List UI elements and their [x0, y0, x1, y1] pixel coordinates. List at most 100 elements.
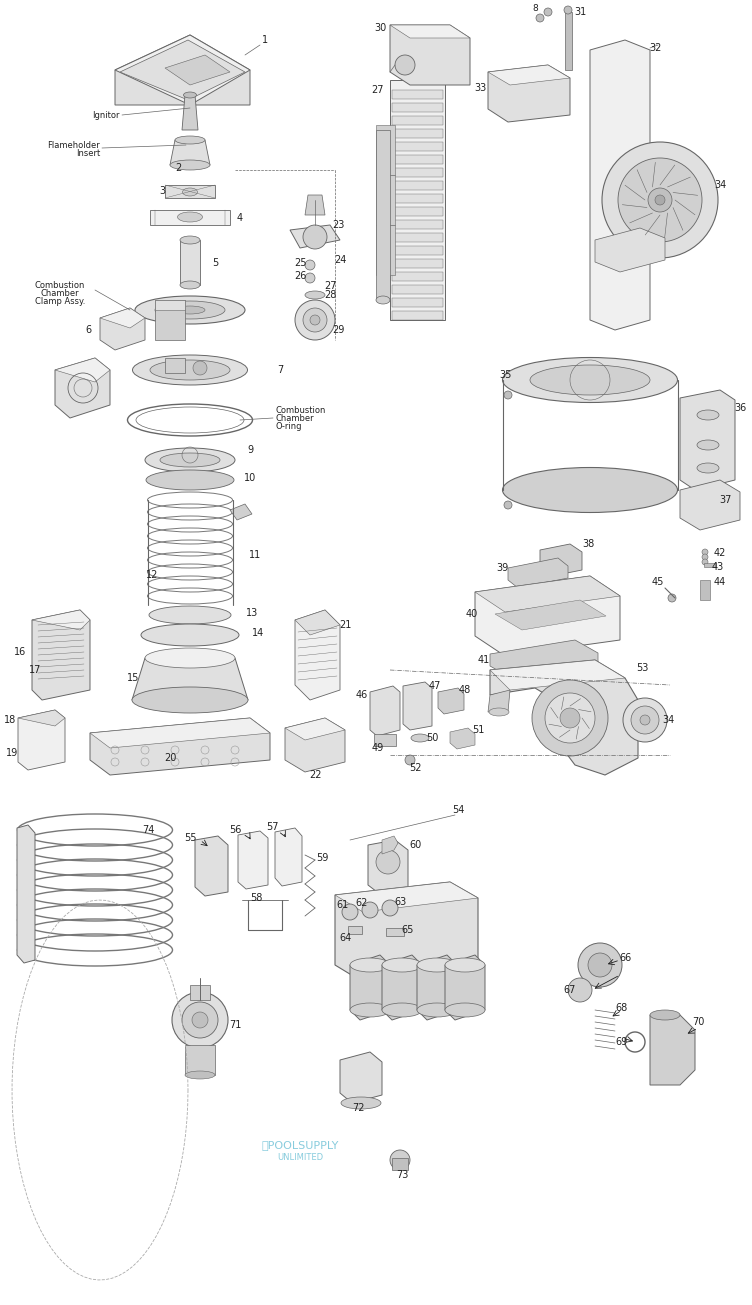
Text: 24: 24 — [334, 254, 346, 265]
Circle shape — [390, 1150, 410, 1171]
Text: 69: 69 — [616, 1037, 628, 1047]
Polygon shape — [540, 544, 582, 576]
Polygon shape — [595, 228, 665, 271]
Circle shape — [310, 315, 320, 325]
Polygon shape — [392, 181, 443, 191]
Polygon shape — [488, 690, 510, 713]
Ellipse shape — [155, 301, 225, 318]
Polygon shape — [132, 658, 248, 699]
Text: 27: 27 — [371, 85, 384, 95]
Polygon shape — [392, 168, 443, 177]
Polygon shape — [295, 609, 340, 699]
Polygon shape — [392, 311, 443, 320]
Ellipse shape — [411, 733, 429, 743]
Text: 10: 10 — [244, 472, 256, 483]
Polygon shape — [115, 35, 250, 104]
Text: 5: 5 — [212, 258, 218, 268]
Text: 38: 38 — [582, 539, 594, 549]
Ellipse shape — [150, 360, 230, 380]
Ellipse shape — [132, 686, 248, 713]
Polygon shape — [290, 224, 340, 248]
Polygon shape — [488, 65, 570, 85]
Polygon shape — [392, 1158, 408, 1171]
Circle shape — [623, 698, 667, 743]
Circle shape — [544, 8, 552, 16]
Text: Insert: Insert — [76, 149, 100, 158]
Polygon shape — [438, 688, 464, 714]
Polygon shape — [170, 140, 210, 164]
Circle shape — [172, 992, 228, 1048]
Polygon shape — [392, 116, 443, 125]
Text: 9: 9 — [247, 445, 253, 455]
Ellipse shape — [417, 1004, 457, 1017]
Text: 42: 42 — [714, 548, 726, 559]
Text: 54: 54 — [452, 805, 464, 816]
Ellipse shape — [445, 958, 485, 972]
Polygon shape — [55, 358, 110, 418]
Polygon shape — [392, 155, 443, 164]
Polygon shape — [55, 358, 110, 382]
Circle shape — [564, 7, 572, 14]
Polygon shape — [490, 660, 638, 775]
Ellipse shape — [650, 1010, 680, 1021]
Text: 60: 60 — [409, 840, 421, 850]
Text: 43: 43 — [712, 562, 724, 572]
Polygon shape — [376, 130, 390, 300]
Circle shape — [376, 850, 400, 874]
Circle shape — [588, 953, 612, 977]
Text: 63: 63 — [394, 897, 406, 907]
Polygon shape — [115, 35, 250, 104]
Circle shape — [655, 194, 665, 205]
Polygon shape — [490, 639, 598, 679]
Text: ⓅPOOLSUPPLY: ⓅPOOLSUPPLY — [261, 1141, 338, 1150]
Text: 18: 18 — [4, 715, 16, 726]
Bar — [165, 358, 185, 372]
Text: 56: 56 — [229, 825, 241, 835]
Text: 23: 23 — [332, 221, 344, 230]
Text: 7: 7 — [277, 365, 283, 375]
Ellipse shape — [145, 448, 235, 472]
Ellipse shape — [149, 606, 231, 624]
Ellipse shape — [146, 470, 234, 489]
Text: 2: 2 — [175, 163, 181, 174]
Circle shape — [182, 1002, 218, 1037]
Polygon shape — [195, 837, 228, 897]
Text: 3: 3 — [159, 187, 165, 196]
Polygon shape — [150, 210, 230, 224]
Polygon shape — [90, 718, 270, 748]
Text: 15: 15 — [127, 673, 139, 683]
Ellipse shape — [141, 624, 239, 646]
Polygon shape — [490, 660, 625, 690]
Text: 27: 27 — [324, 281, 336, 291]
Circle shape — [618, 158, 702, 241]
Ellipse shape — [180, 281, 200, 288]
Text: 59: 59 — [316, 853, 328, 863]
Text: 72: 72 — [352, 1103, 364, 1113]
Ellipse shape — [697, 463, 719, 472]
Polygon shape — [382, 837, 398, 853]
Text: 1: 1 — [262, 35, 268, 44]
Polygon shape — [390, 25, 470, 38]
Ellipse shape — [185, 1071, 215, 1079]
Text: 50: 50 — [426, 733, 438, 743]
Circle shape — [303, 308, 327, 331]
Text: 6: 6 — [85, 325, 91, 335]
Polygon shape — [165, 55, 230, 85]
Text: 34: 34 — [714, 180, 726, 191]
Ellipse shape — [160, 453, 220, 467]
Text: 22: 22 — [309, 770, 321, 780]
Circle shape — [295, 300, 335, 341]
Polygon shape — [100, 308, 145, 328]
Text: 34: 34 — [662, 715, 674, 726]
Ellipse shape — [180, 236, 200, 244]
Polygon shape — [382, 955, 422, 1021]
Text: Ignitor: Ignitor — [92, 111, 120, 120]
Text: 62: 62 — [356, 898, 368, 908]
Circle shape — [303, 224, 327, 249]
Polygon shape — [285, 718, 345, 773]
Circle shape — [342, 904, 358, 920]
Polygon shape — [475, 576, 620, 612]
Ellipse shape — [305, 291, 325, 299]
Circle shape — [668, 594, 676, 602]
Text: 40: 40 — [466, 609, 478, 619]
